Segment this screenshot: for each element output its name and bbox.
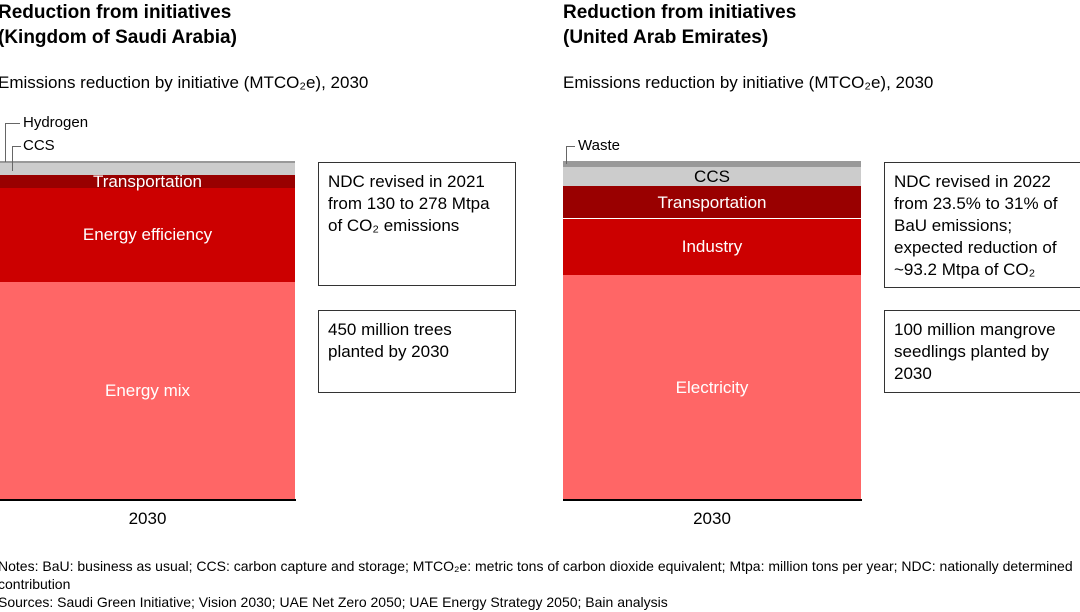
segment-label: Electricity	[675, 377, 749, 397]
uae-baseline	[563, 499, 862, 501]
hydrogen-leader	[5, 123, 20, 162]
segment-label: Industry	[681, 237, 743, 256]
segment-label: CCS	[694, 166, 730, 186]
uae-title: Reduction from initiatives	[563, 2, 797, 23]
bar-segment-energy-efficiency: Energy efficiency	[0, 187, 295, 282]
ksa-ndc-annotation: NDC revised in 2021 from 130 to 278 Mtpa…	[318, 162, 516, 286]
segment-label: Transportation	[657, 192, 767, 212]
waste-leader	[566, 146, 575, 164]
sources: Sources: Saudi Green Initiative; Vision …	[0, 594, 668, 610]
segment-label: Energy efficiency	[82, 225, 213, 245]
ksa-stacked-bar: Energy mix Energy efficiency Transportatio…	[0, 161, 295, 500]
segment-label: Energy mix	[104, 381, 191, 401]
ksa-x-tick: 2030	[128, 509, 167, 528]
bar-segment-industry: Industry	[563, 218, 861, 275]
ksa-trees-annotation: 450 million trees planted by 2030	[318, 310, 516, 393]
uae-subtitle: Emissions reduction by initiative (MTCO₂…	[563, 73, 934, 92]
bar-segment-transportation: Transportation	[0, 171, 295, 191]
bar-segment-energy-mix: Energy mix	[0, 281, 295, 500]
hydrogen-label: Hydrogen	[23, 114, 89, 131]
uae-stacked-bar: Electricity Industry Transportation CCS	[563, 161, 861, 500]
uae-ndc-annotation: NDC revised in 2022 from 23.5% to 31% of…	[884, 162, 1080, 288]
bar-segment-ccs: CCS	[563, 167, 861, 186]
bar-segment-waste	[563, 161, 861, 168]
uae-mangrove-annotation: 100 million mangrove seedlings planted b…	[884, 310, 1080, 393]
ksa-title-country: (Kingdom of Saudi Arabia)	[0, 27, 237, 48]
bar-segment-ccs	[0, 162, 295, 175]
bar-segment-electricity: Electricity	[563, 274, 861, 500]
uae-x-tick: 2030	[693, 509, 731, 528]
segment-label: Transportation	[93, 171, 202, 191]
bar-segment-hydrogen	[0, 161, 295, 163]
ksa-baseline	[0, 499, 296, 501]
ccs-label: CCS	[23, 137, 55, 154]
ksa-title: Reduction from initiatives	[0, 2, 232, 23]
waste-label: Waste	[578, 137, 620, 154]
bar-segment-transportation: Transportation	[563, 185, 861, 219]
uae-title-country: (United Arab Emirates)	[563, 27, 769, 48]
ccs-leader	[12, 146, 21, 171]
notes: Notes: BaU: business as usual; CCS: carb…	[0, 558, 1073, 592]
ksa-subtitle: Emissions reduction by initiative (MTCO₂…	[0, 73, 369, 92]
